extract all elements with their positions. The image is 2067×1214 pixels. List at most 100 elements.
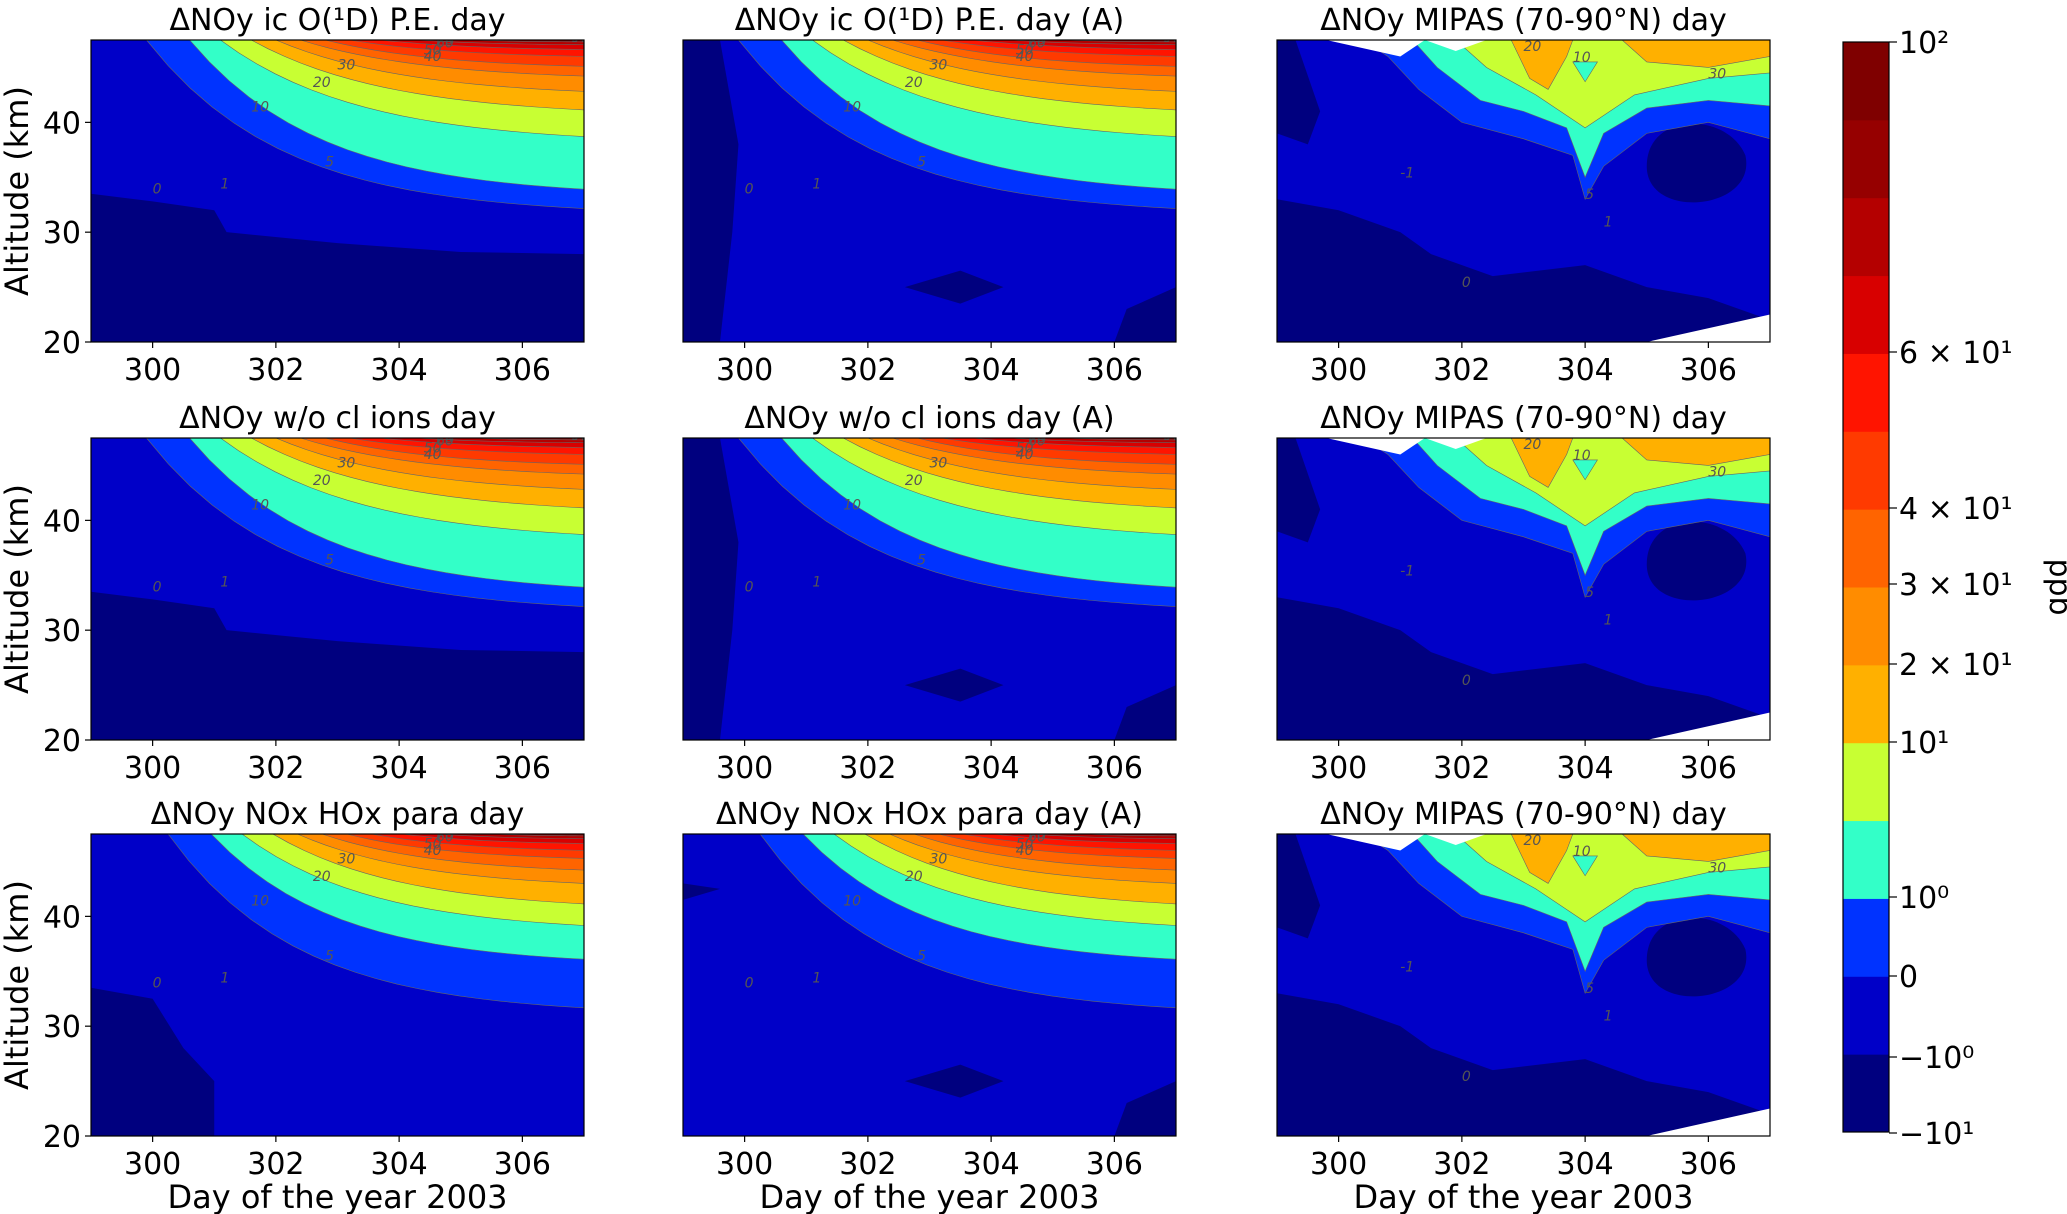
- x-tick-label: 300: [1310, 1147, 1367, 1182]
- contour-label: 1: [812, 574, 821, 590]
- contour-fill-negative: [1646, 521, 1747, 601]
- contour-label: 50: [424, 42, 442, 58]
- contour-fill-negative: [91, 591, 584, 740]
- masked-region: [1646, 314, 1770, 342]
- contour-label: 10: [251, 893, 269, 909]
- contour-label: 1: [1604, 215, 1613, 231]
- contour-fill-level-4: [1510, 438, 1574, 488]
- contour-label: 40: [424, 447, 442, 463]
- contour-label: 5: [917, 948, 926, 964]
- contour-label: 20: [313, 869, 331, 885]
- x-tick-label: 306: [1086, 751, 1143, 786]
- contour-label: 60: [436, 830, 454, 846]
- x-tick-label: 302: [247, 1147, 304, 1182]
- contour-label: 60: [1028, 830, 1046, 846]
- colorbar-segment: [1843, 119, 1889, 199]
- x-tick-label: 304: [1556, 353, 1613, 388]
- y-axis-label: Altitude (km): [0, 86, 36, 296]
- contour-label: 1: [812, 176, 821, 192]
- contour-label: 30: [930, 456, 948, 472]
- x-tick-label: 300: [716, 751, 773, 786]
- x-axis-label: Day of the year 2003: [1353, 1178, 1693, 1214]
- x-axis-label: Day of the year 2003: [167, 1178, 507, 1214]
- masked-region: [1424, 438, 1487, 449]
- contour-label: 1: [812, 970, 821, 986]
- x-tick-label: 306: [1680, 751, 1737, 786]
- contour-label: 20: [313, 75, 331, 91]
- contour-label: 5: [1585, 187, 1594, 203]
- x-tick-label: 302: [1433, 1147, 1490, 1182]
- x-tick-label: 300: [1310, 353, 1367, 388]
- contour-fill-negative: [1114, 287, 1176, 342]
- contour-label: 10: [1573, 448, 1591, 464]
- contour-label: 5: [1585, 981, 1594, 997]
- x-tick-label: 304: [370, 353, 427, 388]
- x-tick-label: 306: [1680, 1147, 1737, 1182]
- contour-label: 30: [930, 852, 948, 868]
- contour-label: 1: [220, 970, 229, 986]
- contour-label: 70: [1028, 32, 1046, 48]
- contour-fill-negative: [683, 438, 739, 740]
- contour-label: 60: [436, 434, 454, 450]
- colorbar-tick-label: 3 × 10¹: [1899, 568, 2013, 603]
- contour-fill-negative: [1277, 438, 1321, 543]
- contour-label: 20: [905, 869, 923, 885]
- contour-label: 0: [1462, 275, 1471, 291]
- contour-label: 50: [424, 836, 442, 852]
- masked-region: [1326, 40, 1425, 57]
- x-tick-label: 300: [124, 751, 181, 786]
- contour-label: 50: [1016, 440, 1034, 456]
- contour-label: 0: [745, 580, 754, 596]
- contour-label: 0: [745, 182, 754, 198]
- contour-label: 10: [1573, 50, 1591, 66]
- contour-label: 10: [251, 497, 269, 513]
- panel-title: ΔNOy w/o cl ions day (A): [744, 401, 1114, 436]
- axes-frame: [1276, 39, 1771, 343]
- plot-area: 0 -1 15 10 20 30: [1277, 438, 1770, 740]
- contour-label: 40: [424, 843, 442, 859]
- colorbar-segment: [1843, 42, 1889, 121]
- contour-label: 5: [917, 552, 926, 568]
- panel: 0 -1 15 10 20 30 ΔNOy MIPAS (70-90°N) day 300 30…: [1276, 797, 1771, 1214]
- contour-label: 20: [313, 473, 331, 489]
- contour-label: 5: [325, 154, 334, 170]
- x-tick-label: 306: [494, 751, 551, 786]
- contour-label: 10: [1573, 844, 1591, 860]
- x-tick-label: 300: [124, 353, 181, 388]
- contour-label: 70: [1028, 826, 1046, 842]
- colorbar-tick-label: 0: [1899, 960, 1918, 995]
- colorbar-segment: [1843, 197, 1889, 277]
- y-tick-label: 40: [43, 106, 81, 141]
- contour-label: 30: [338, 58, 356, 74]
- contour-label: 60: [1028, 434, 1046, 450]
- contour-fill-negative: [1646, 917, 1747, 997]
- contour-fill-level-2: [1572, 61, 1598, 83]
- colorbar-segment: [1843, 509, 1889, 588]
- contour-label: 90: [1164, 428, 1182, 444]
- x-tick-label: 306: [1086, 1147, 1143, 1182]
- colorbar-frame: [1842, 41, 1890, 1133]
- y-axis-label: Altitude (km): [0, 880, 36, 1090]
- contour-label: 20: [1524, 833, 1542, 849]
- x-tick-label: 300: [1310, 751, 1367, 786]
- masked-region: [1424, 834, 1487, 845]
- colorbar-unit-label: ppb: [2042, 558, 2067, 615]
- panel: 0 -1 15 10 20 30 ΔNOy MIPAS (70-90°N) day 300 30…: [1276, 401, 1771, 786]
- contour-fill-level-2: [1572, 459, 1598, 481]
- contour-label: 50: [424, 440, 442, 456]
- contour-label: 5: [1585, 585, 1594, 601]
- masked-region: [1646, 712, 1770, 740]
- plot-area: 0 -1 15 10 20 30: [1277, 40, 1770, 342]
- colorbar-segment: [1843, 820, 1889, 899]
- contour-fill-negative: [91, 987, 215, 1136]
- contour-label: 40: [1016, 447, 1034, 463]
- contour-fill-negative: [1277, 597, 1770, 740]
- contour-fill-negative: [1114, 685, 1176, 740]
- axes-frame: [682, 437, 1177, 741]
- panel-title: ΔNOy MIPAS (70-90°N) day: [1320, 797, 1727, 832]
- contour-fill-negative: [683, 40, 739, 342]
